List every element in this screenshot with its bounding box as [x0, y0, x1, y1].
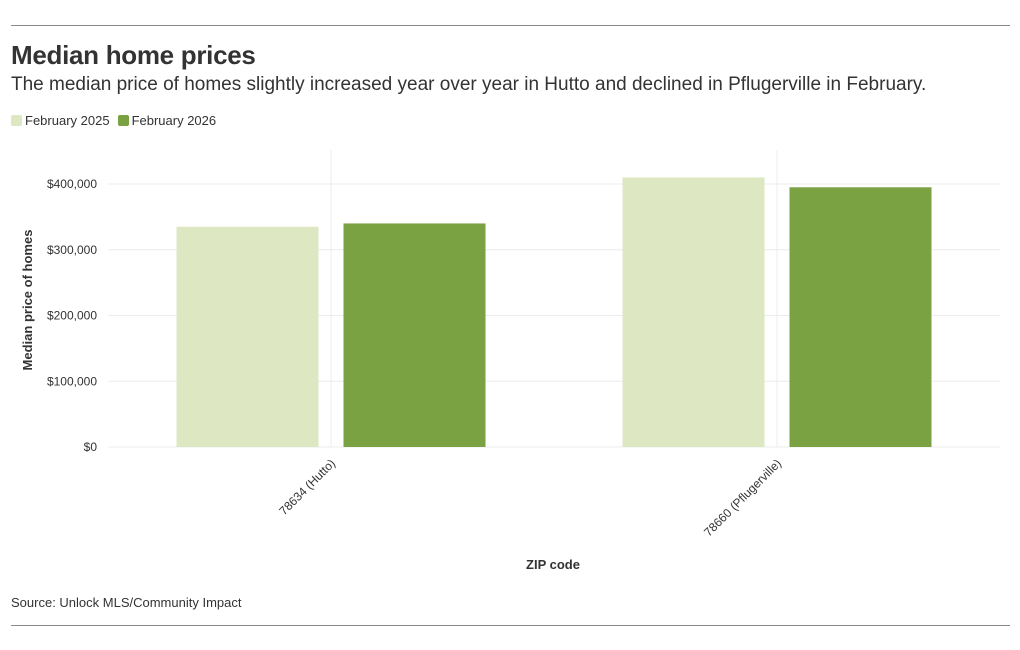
x-tick-label: 78634 (Hutto): [276, 456, 338, 518]
y-tick-label: $100,000: [47, 374, 97, 388]
bar-february-2025-pflugerville: [622, 177, 765, 448]
bar-february-2026-hutto: [343, 223, 486, 447]
legend-swatch-february-2025: [11, 115, 22, 126]
y-axis-title: Median price of homes: [20, 230, 35, 371]
x-tick-label: 78660 (Pflugerville): [701, 456, 784, 539]
legend: February 2025 February 2026: [11, 113, 224, 128]
bar-february-2026-pflugerville: [789, 187, 932, 447]
legend-label-february-2026: February 2026: [131, 113, 217, 128]
top-rule: [11, 25, 1010, 26]
legend-item-february-2025[interactable]: February 2025: [11, 113, 110, 128]
chart-title: Median home prices: [11, 40, 256, 70]
bottom-rule: [11, 625, 1010, 626]
legend-item-february-2026[interactable]: February 2026: [117, 113, 217, 128]
x-axis-title: ZIP code: [526, 557, 580, 572]
legend-label-february-2025: February 2025: [25, 113, 110, 128]
source-note: Source: Unlock MLS/Community Impact: [11, 595, 242, 610]
chart-subtitle: The median price of homes slightly incre…: [11, 74, 927, 95]
legend-swatch-february-2026: [117, 115, 129, 126]
y-tick-label: $300,000: [47, 243, 97, 257]
y-tick-label: $200,000: [47, 309, 97, 323]
bar-february-2025-hutto: [176, 226, 319, 447]
y-tick-label: $0: [84, 440, 98, 454]
y-tick-label: $400,000: [47, 177, 97, 191]
